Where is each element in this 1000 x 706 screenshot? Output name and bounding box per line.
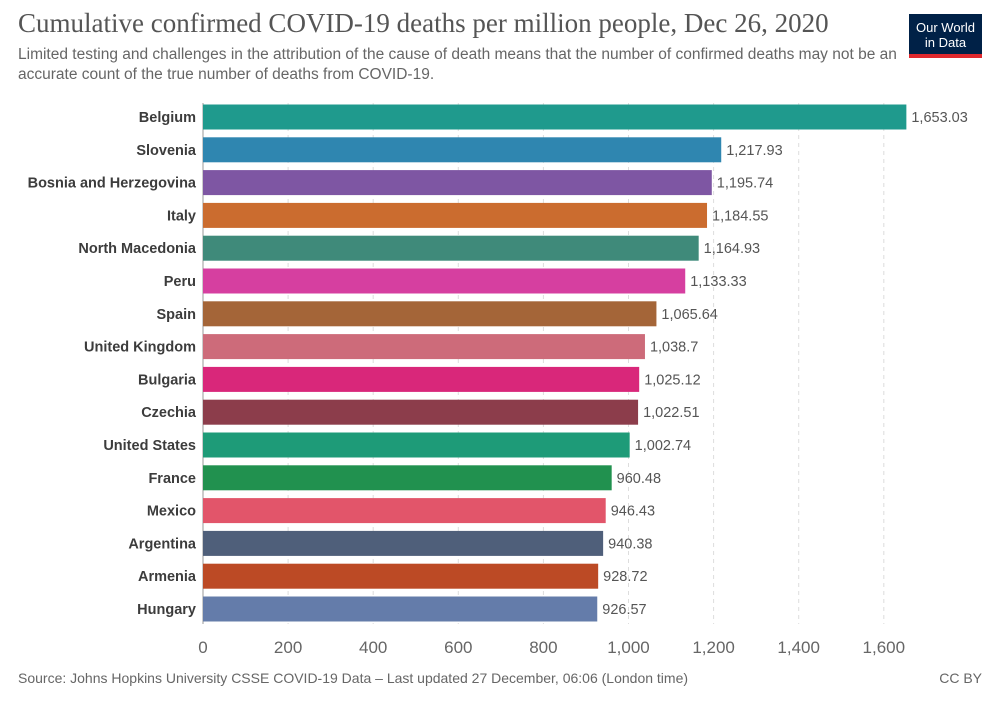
value-label: 1,133.33 <box>690 274 746 290</box>
bar[interactable] <box>203 104 907 130</box>
bar[interactable] <box>203 366 640 392</box>
category-label: Italy <box>167 208 196 224</box>
bar[interactable] <box>203 301 657 327</box>
x-tick-label: 600 <box>444 638 472 657</box>
bar[interactable] <box>203 137 722 163</box>
logo-line-2: in Data <box>924 35 967 50</box>
value-label: 1,195.74 <box>717 176 773 192</box>
value-label: 940.38 <box>608 536 652 552</box>
bar[interactable] <box>203 530 604 556</box>
category-label: Bulgaria <box>138 372 197 388</box>
value-label: 1,184.55 <box>712 208 768 224</box>
category-label: Armenia <box>138 569 197 585</box>
bar[interactable] <box>203 268 686 294</box>
x-axis-ticks: 0 200 400 600 800 1,000 1,200 1,400 1,600 <box>198 638 905 657</box>
category-label: Spain <box>157 307 196 323</box>
license-link[interactable]: CC BY <box>939 670 982 686</box>
bar[interactable] <box>203 334 645 360</box>
value-label: 1,025.12 <box>644 372 700 388</box>
value-label: 1,164.93 <box>704 241 760 257</box>
labels: Belgium 1,653.03 Slovenia 1,217.93 Bosnia an… <box>28 110 968 618</box>
value-label: 1,022.51 <box>643 405 699 421</box>
value-label: 960.48 <box>617 471 661 487</box>
value-label: 926.57 <box>602 602 646 618</box>
x-tick-label: 1,000 <box>607 638 650 657</box>
category-label: North Macedonia <box>78 241 197 257</box>
bar[interactable] <box>203 432 630 458</box>
x-tick-label: 200 <box>274 638 302 657</box>
category-label: Argentina <box>128 536 197 552</box>
category-label: Belgium <box>139 110 196 126</box>
bar[interactable] <box>203 202 708 228</box>
value-label: 1,217.93 <box>726 143 782 159</box>
bar[interactable] <box>203 596 598 622</box>
value-label: 1,038.7 <box>650 340 698 356</box>
bar[interactable] <box>203 235 699 261</box>
chart-title: Cumulative confirmed COVID-19 deaths per… <box>18 8 829 38</box>
category-label: Bosnia and Herzegovina <box>28 176 197 192</box>
logo-line-1: Our World <box>916 20 975 35</box>
bar[interactable] <box>203 465 612 491</box>
x-tick-label: 0 <box>198 638 207 657</box>
value-label: 1,002.74 <box>635 438 691 454</box>
category-label: Mexico <box>147 504 196 520</box>
x-tick-label: 400 <box>359 638 387 657</box>
bars <box>203 104 907 622</box>
bar[interactable] <box>203 399 639 425</box>
bar[interactable] <box>203 563 599 589</box>
value-label: 928.72 <box>603 569 647 585</box>
bar[interactable] <box>203 170 712 196</box>
chart-subtitle: Limited testing and challenges in the at… <box>18 46 897 83</box>
category-label: Peru <box>164 274 196 290</box>
x-tick-label: 1,600 <box>863 638 906 657</box>
category-label: Slovenia <box>136 143 197 159</box>
source-note: Source: Johns Hopkins University CSSE CO… <box>18 670 689 686</box>
x-tick-label: 1,200 <box>692 638 735 657</box>
category-label: Czechia <box>141 405 197 421</box>
owid-logo[interactable]: Our World in Data <box>909 14 982 58</box>
bar[interactable] <box>203 498 606 524</box>
category-label: Hungary <box>137 602 196 618</box>
category-label: United States <box>103 438 196 454</box>
value-label: 1,653.03 <box>911 110 967 126</box>
value-label: 1,065.64 <box>661 307 717 323</box>
category-label: United Kingdom <box>84 340 196 356</box>
value-label: 946.43 <box>611 504 655 520</box>
category-label: France <box>148 471 196 487</box>
x-tick-label: 800 <box>529 638 557 657</box>
x-tick-label: 1,400 <box>777 638 820 657</box>
